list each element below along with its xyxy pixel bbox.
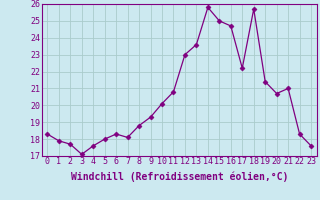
X-axis label: Windchill (Refroidissement éolien,°C): Windchill (Refroidissement éolien,°C) — [70, 172, 288, 182]
